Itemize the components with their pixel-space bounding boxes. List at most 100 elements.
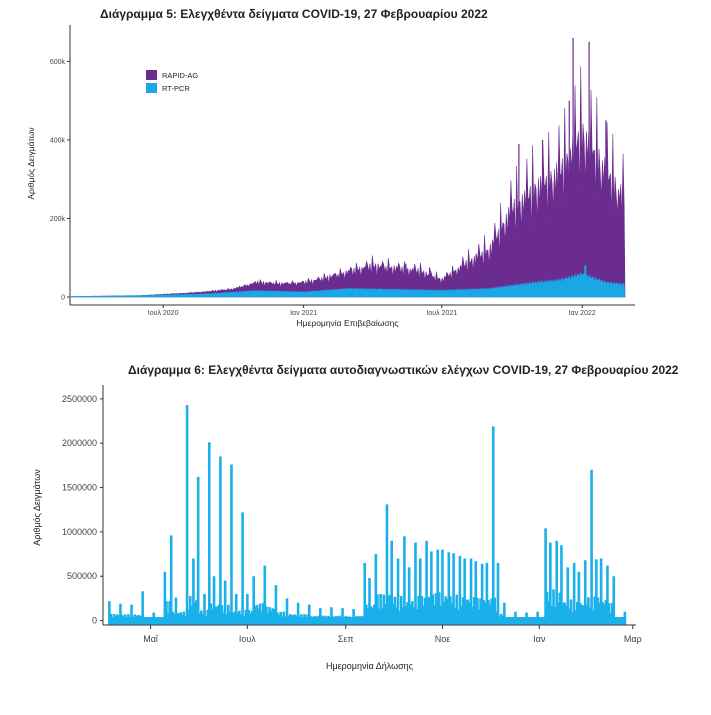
daily-bar: [177, 613, 181, 625]
daily-bar: [293, 614, 297, 625]
daily-bar: [277, 615, 281, 625]
daily-bar: [239, 614, 243, 625]
x-tick-label: Ιαν: [533, 634, 546, 644]
daily-bar: [215, 606, 219, 625]
daily-bar: [136, 615, 140, 625]
daily-bar: [623, 611, 627, 625]
daily-bar: [122, 616, 125, 625]
daily-bar: [366, 608, 370, 625]
daily-bar: [388, 594, 392, 625]
daily-bar: [187, 609, 190, 625]
daily-bar: [309, 616, 313, 625]
daily-bar: [558, 592, 562, 625]
daily-bar: [482, 600, 486, 625]
daily-bar: [131, 617, 135, 625]
daily-bar: [596, 597, 600, 625]
daily-bar: [391, 603, 395, 625]
daily-bar: [203, 593, 206, 625]
daily-bar: [163, 571, 167, 625]
daily-bar: [219, 456, 222, 625]
daily-bar: [261, 602, 265, 625]
daily-bar: [125, 617, 129, 625]
daily-bar: [228, 611, 232, 625]
daily-bar: [418, 558, 422, 625]
daily-bar: [569, 599, 573, 625]
daily-bar: [612, 576, 616, 625]
daily-bar: [380, 607, 384, 625]
daily-bar: [495, 611, 498, 625]
daily-bar: [552, 589, 555, 625]
daily-bar: [182, 611, 186, 625]
legend-label-1: RT-PCR: [162, 84, 190, 93]
daily-bar: [530, 617, 533, 625]
daily-bar: [193, 602, 197, 625]
daily-bar: [476, 597, 479, 625]
daily-bar: [433, 605, 436, 625]
daily-bar: [395, 607, 398, 625]
daily-bar: [249, 613, 252, 625]
daily-bar: [533, 617, 536, 625]
daily-bar: [365, 604, 368, 625]
daily-bar: [484, 602, 487, 625]
daily-bar: [503, 602, 506, 625]
daily-bar: [144, 617, 148, 625]
x-tick-label: Ιουλ 2020: [148, 310, 179, 317]
daily-bar: [152, 612, 156, 625]
daily-bar: [428, 596, 432, 625]
daily-bar: [541, 617, 544, 625]
daily-bar: [149, 617, 152, 625]
daily-bar: [466, 599, 470, 625]
daily-bar: [610, 602, 614, 625]
daily-bar: [135, 616, 138, 625]
daily-bar: [304, 617, 308, 625]
daily-bar: [591, 610, 595, 625]
daily-bar: [382, 594, 386, 625]
daily-bar: [185, 405, 189, 625]
daily-bar: [296, 602, 300, 625]
x-tick-label: Ιαν 2021: [290, 310, 317, 317]
x-tick-label: Νοε: [435, 634, 451, 644]
daily-bar: [464, 599, 468, 625]
daily-bar: [531, 617, 535, 625]
daily-bar: [518, 617, 522, 625]
daily-bar: [133, 614, 137, 625]
daily-bar: [376, 594, 379, 625]
daily-bar: [523, 617, 527, 625]
y-tick-label: 2000000: [62, 438, 97, 448]
daily-bar: [357, 617, 360, 625]
daily-bar: [341, 608, 344, 625]
daily-bar: [288, 614, 292, 625]
daily-bar: [130, 604, 133, 625]
daily-bar: [176, 613, 179, 625]
daily-bar: [553, 606, 557, 625]
daily-bar: [276, 612, 279, 625]
daily-bar: [474, 561, 478, 625]
daily-bar: [439, 605, 443, 625]
daily-bar: [425, 540, 428, 625]
daily-bar: [426, 597, 430, 625]
daily-bar: [563, 602, 566, 625]
daily-bar: [585, 604, 589, 625]
daily-bar: [273, 608, 276, 625]
daily-bar: [387, 596, 390, 625]
daily-bar: [517, 617, 520, 625]
daily-bar: [460, 606, 463, 625]
y-axis-label: Αριθμός Δειγμάτων: [26, 127, 36, 199]
daily-bar: [436, 549, 440, 625]
daily-bar: [128, 617, 132, 625]
y-tick-label: 1500000: [62, 483, 97, 493]
daily-bar: [449, 596, 452, 625]
daily-bar: [479, 598, 482, 625]
daily-bar: [514, 611, 517, 625]
daily-bar: [583, 560, 587, 625]
daily-bar: [334, 615, 338, 625]
daily-bar: [499, 613, 503, 625]
daily-bar: [526, 617, 530, 625]
daily-bar: [119, 603, 122, 625]
daily-bar: [328, 616, 332, 625]
daily-bar: [336, 617, 340, 625]
daily-bar: [195, 599, 198, 625]
daily-bar: [525, 612, 528, 625]
daily-bar: [166, 613, 170, 625]
daily-bar: [463, 558, 466, 625]
